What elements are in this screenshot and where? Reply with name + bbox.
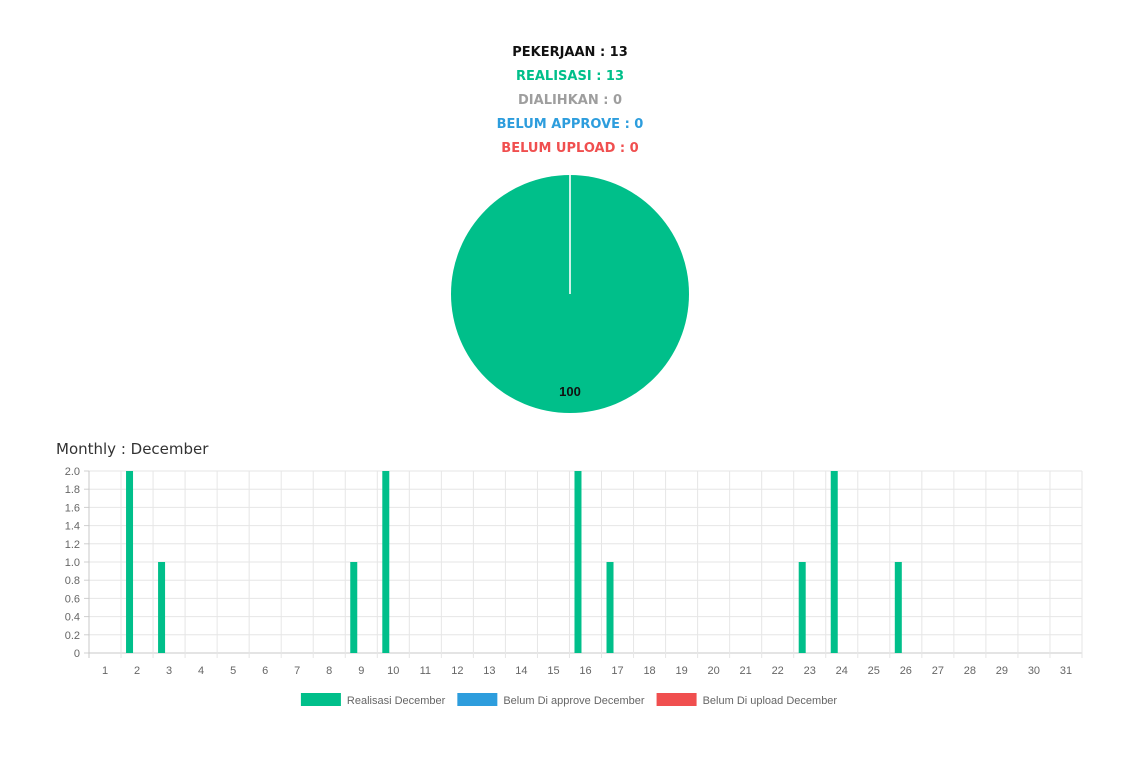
x-tick-label: 10: [387, 665, 399, 677]
x-tick-label: 16: [579, 665, 591, 677]
y-tick-label: 0: [74, 648, 80, 660]
bar-realisasi-december: [830, 471, 838, 653]
y-tick-label: 0.2: [65, 630, 80, 642]
legend-swatch[interactable]: [656, 693, 697, 706]
x-tick-label: 15: [547, 665, 559, 677]
x-tick-label: 12: [451, 665, 463, 677]
x-tick-label: 4: [198, 665, 204, 677]
pie-data-label: 100: [559, 384, 581, 399]
x-tick-label: 17: [611, 665, 623, 677]
bar-realisasi-december: [350, 562, 358, 653]
y-tick-label: 1.0: [65, 557, 80, 569]
bar-realisasi-december: [574, 471, 582, 653]
x-tick-label: 22: [772, 665, 784, 677]
y-tick-label: 1.8: [65, 484, 80, 496]
x-tick-label: 8: [326, 665, 332, 677]
x-tick-label: 27: [932, 665, 944, 677]
x-tick-label: 1: [102, 665, 108, 677]
legend-label[interactable]: Realisasi December: [347, 695, 446, 707]
monthly-title: Monthly : December: [56, 440, 209, 458]
x-tick-label: 9: [358, 665, 364, 677]
bar-realisasi-december: [158, 562, 166, 653]
belum-approve-count: BELUM APPROVE : 0: [496, 117, 644, 132]
x-tick-label: 18: [643, 665, 655, 677]
x-tick-label: 30: [1028, 665, 1040, 677]
y-tick-label: 1.2: [65, 539, 80, 551]
x-tick-label: 31: [1060, 665, 1072, 677]
x-tick-label: 20: [708, 665, 720, 677]
y-tick-label: 1.4: [65, 521, 80, 533]
x-tick-label: 11: [420, 665, 431, 677]
legend-swatch[interactable]: [457, 693, 498, 706]
x-tick-label: 3: [166, 665, 172, 677]
bar-realisasi-december: [798, 562, 806, 653]
dialihkan-count: DIALIHKAN : 0: [518, 93, 622, 108]
x-tick-label: 28: [964, 665, 976, 677]
monthly-bar-chart: 00.20.40.60.81.01.21.41.61.82.01 2 3 4 5 6 7 8 9…: [65, 466, 1083, 707]
x-tick-label: 26: [900, 665, 912, 677]
x-tick-label: 24: [836, 665, 848, 677]
y-tick-label: 2.0: [65, 466, 80, 478]
bar-realisasi-december: [894, 562, 902, 653]
y-tick-label: 0.4: [65, 612, 80, 624]
x-tick-label: 2: [134, 665, 140, 677]
x-tick-label: 29: [996, 665, 1008, 677]
x-tick-label: 19: [675, 665, 687, 677]
x-tick-label: 6: [262, 665, 268, 677]
bar-realisasi-december: [606, 562, 614, 653]
x-tick-label: 5: [230, 665, 236, 677]
x-tick-label: 14: [515, 665, 527, 677]
belum-upload-count: BELUM UPLOAD : 0: [501, 141, 639, 156]
bar-realisasi-december: [126, 471, 134, 653]
realisasi-count: REALISASI : 13: [515, 69, 625, 84]
x-tick-label: 23: [804, 665, 816, 677]
x-tick-label: 21: [740, 665, 752, 677]
x-tick-label: 25: [868, 665, 880, 677]
x-tick-label: 7: [294, 665, 300, 677]
bar-realisasi-december: [382, 471, 390, 653]
pekerjaan-count: PEKERJAAN : 13: [512, 45, 628, 60]
legend-label[interactable]: Belum Di approve December: [503, 695, 645, 707]
legend-label[interactable]: Belum Di upload December: [703, 695, 838, 707]
y-tick-label: 0.6: [65, 593, 80, 605]
y-tick-label: 0.8: [65, 575, 80, 587]
legend-swatch[interactable]: [300, 693, 341, 706]
x-tick-label: 13: [483, 665, 495, 677]
y-tick-label: 1.6: [65, 502, 80, 514]
pie-chart: 100: [451, 175, 689, 413]
